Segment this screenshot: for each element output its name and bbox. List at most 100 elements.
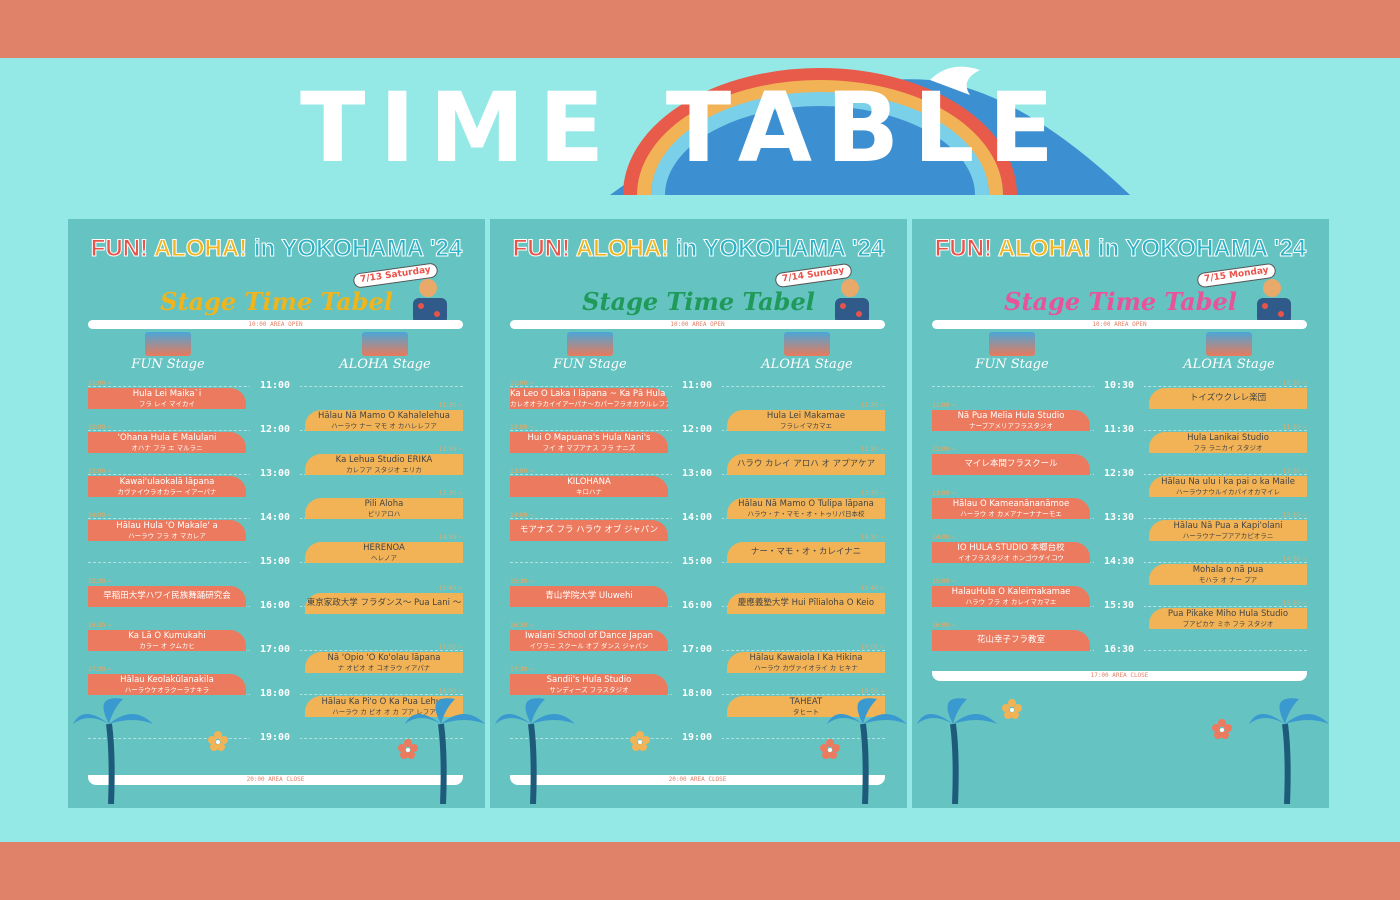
start-time: 13:30 ~	[1282, 512, 1307, 519]
performer-kana: イワラニ スクール オブ ダンス ジャパン	[529, 642, 649, 650]
performer-name: Pili Aloha	[364, 499, 404, 509]
performer-kana: ハーラウ カヴァイオライ カ ヒキナ	[754, 664, 858, 672]
performer-kana: ハーラウナウルイカパイオカマイレ	[1176, 488, 1280, 496]
event-title-part: ALOHA!	[575, 235, 670, 263]
time-label: 12:00	[250, 424, 300, 436]
time-label: 10:30	[1094, 380, 1144, 392]
performer-kana: フイ オ マプアナス フラ ナニズ	[542, 444, 636, 452]
start-time: 11:30 ~	[1282, 424, 1307, 431]
start-time: 12:00 ~	[932, 446, 957, 453]
performer-name: Hula Lanikai Studio	[1187, 433, 1269, 443]
performance-slot-fun: 11:00 ~ Hula Lei Maika`i フラ レイ マイカイ	[88, 380, 246, 409]
time-label: 19:00	[250, 732, 300, 744]
performer-name: Nā Pua Melia Hula Studio	[957, 411, 1065, 421]
performance-slot-aloha: 11:30 ~ Hālau Nā Mamo O Kahalelehua ハーラウ ナ…	[305, 402, 463, 431]
start-time: 18:00 ~	[438, 688, 463, 695]
performance-slot-fun: 14:00 ~ モアナズ フラ ハラウ オブ ジャパン	[510, 512, 668, 541]
performance-slot-fun: 17:30 ~ Hālau Keolakūlanakila ハーラウケオラクーラナキ…	[88, 666, 246, 695]
start-time: 17:30 ~	[510, 666, 535, 673]
event-title-part: FUN!	[934, 235, 993, 263]
performance-slot-aloha: 17:00 ~ Hālau Kawaiola I Ka Hikina ハーラウ カヴ…	[727, 644, 885, 673]
area-close-bar: 20:00 AREA CLOSE	[88, 775, 463, 785]
performer-kana: ピリアロハ	[367, 510, 401, 518]
start-time: 14:00 ~	[932, 534, 957, 541]
performance-slot-fun: 12:00 ~ Hui O Mapuana's Hula Nani's フイ オ マ…	[510, 424, 668, 453]
start-time: 17:30 ~	[88, 666, 113, 673]
performer-name: Mohala o nā pua	[1192, 565, 1264, 575]
ukulele-man-illustration	[1247, 274, 1307, 328]
start-time: 13:30 ~	[860, 490, 885, 497]
time-label: 11:00	[672, 380, 722, 392]
performer-name: 花山幸子フラ教室	[976, 635, 1045, 645]
event-title: FUN! ALOHA! in YOKOHAMA '24	[490, 235, 907, 263]
performer-name: Hālau Keolakūlanakila	[120, 675, 214, 685]
start-time: 17:00 ~	[438, 644, 463, 651]
start-time: 15:40 ~	[438, 585, 463, 593]
performer-name: Hālau O Kameanānanāmoe	[952, 499, 1070, 509]
performer-kana: ハーラウケオラクーラナキラ	[124, 686, 210, 694]
performance-slot-aloha: 10:30 ~ トイズウクレレ楽団	[1149, 380, 1307, 409]
performance-slot-fun: 13:00 ~ Hālau O Kameanānanāmoe ハーラウ オ カメアナ…	[932, 490, 1090, 519]
poster-day-3: FUN! ALOHA! in YOKOHAMA '24 Stage Time T…	[912, 219, 1329, 808]
stage-aloha-icon	[784, 332, 830, 356]
performer-name: KILOHANA	[567, 477, 611, 487]
hibiscus-icon	[1212, 719, 1232, 739]
performance-slot-fun: 15:30 ~ 青山学院大学 Uluwehi	[510, 578, 668, 607]
performance-slot-aloha: 18:00 ~ TAHEAT タヒート	[727, 688, 885, 717]
time-label: 11:30	[1094, 424, 1144, 436]
hibiscus-icon	[820, 739, 840, 759]
performer-name: Hālau Nā Mamo O Kahalelehua	[317, 411, 451, 421]
performer-kana: フラ レイ マイカイ	[138, 400, 196, 408]
event-title-part: FUN!	[90, 235, 149, 263]
event-title: FUN! ALOHA! in YOKOHAMA '24	[68, 235, 485, 263]
stage-header-aloha: ALOHA Stage	[325, 332, 445, 372]
performer-name: モアナズ フラ ハラウ オブ ジャパン	[519, 525, 659, 535]
hibiscus-icon	[630, 731, 650, 751]
palm-tree-icon	[827, 694, 907, 808]
start-time: 17:00 ~	[860, 644, 885, 651]
event-title-part: in YOKOHAMA '24	[253, 235, 463, 263]
palm-tree-icon	[405, 694, 485, 808]
start-time: 16:30 ~	[510, 622, 535, 629]
time-label: 14:30	[1094, 556, 1144, 568]
start-time: 13:00 ~	[88, 468, 113, 475]
performer-name: HERENOA	[363, 543, 405, 553]
start-time: 13:00 ~	[510, 468, 535, 475]
start-time: 12:00 ~	[88, 424, 113, 431]
start-time: 15:40 ~	[860, 585, 885, 593]
performer-name: Hālau Nā Mamo O Tulipa lāpana	[738, 499, 874, 509]
performer-kana: プアピカケ ミホ フラ スタジオ	[1182, 620, 1274, 628]
performance-slot-aloha: 12:30 ~ Hālau Na ulu i ka pai o ka Maile ハ…	[1149, 468, 1307, 497]
performance-slot-fun: 16:30 ~ Iwalani School of Dance Japan イワラニ…	[510, 622, 668, 651]
performer-kana: モハラ オ ナー プア	[1198, 576, 1258, 584]
performer-kana: ハーラウ オ カメアナーナナーモエ	[960, 510, 1062, 518]
performer-name: Hālau Ka Pi'o O Ka Pua Lehua	[321, 697, 447, 707]
start-time: 12:30 ~	[1282, 468, 1307, 475]
stage-name: ALOHA Stage	[761, 357, 853, 372]
area-open-bar: 10:00 AREA OPEN	[510, 320, 885, 329]
poster-day-1: FUN! ALOHA! in YOKOHAMA '24 Stage Time T…	[68, 219, 485, 808]
performer-kana: ナープアメリアフラスタジオ	[969, 422, 1053, 430]
performer-kana: ハラウ・ナ・マモ・オ・トゥリパ日本校	[747, 510, 865, 518]
start-time: 12:00 ~	[510, 424, 535, 431]
performer-kana: オハナ フラ エ マルラニ	[131, 444, 203, 452]
time-label: 17:00	[672, 644, 722, 656]
stage-fun-icon	[567, 332, 613, 356]
time-label: 14:00	[672, 512, 722, 524]
start-time: 14:30 ~	[1282, 556, 1307, 563]
performer-name: HalauHula O Kaleimakamae	[951, 587, 1071, 597]
performer-kana: カレオオラカイイアーパナ〜カパーフラオカウルレフア	[510, 400, 668, 408]
time-label: 12:30	[1094, 468, 1144, 480]
time-label: 16:00	[250, 600, 300, 612]
start-time: 13:00 ~	[932, 490, 957, 497]
performance-slot-fun: 14:00 ~ Hālau Hula 'O Makale' a ハーラウ フラ オ …	[88, 512, 246, 541]
performer-name: 慶應義塾大学 Hui Pīlialoha O Keio	[737, 598, 875, 609]
start-time: 18:00 ~	[860, 688, 885, 695]
performer-name: Nā 'Ōpio 'O Ko'olau lāpana	[327, 653, 441, 663]
performance-slot-fun: 13:00 ~ KILOHANA キロハナ	[510, 468, 668, 497]
event-title-part: in YOKOHAMA '24	[1097, 235, 1307, 263]
time-label: 18:00	[250, 688, 300, 700]
stage-fun-icon	[145, 332, 191, 356]
page-title: TIME TABLE	[300, 72, 1068, 184]
stage-name: FUN Stage	[553, 357, 627, 372]
